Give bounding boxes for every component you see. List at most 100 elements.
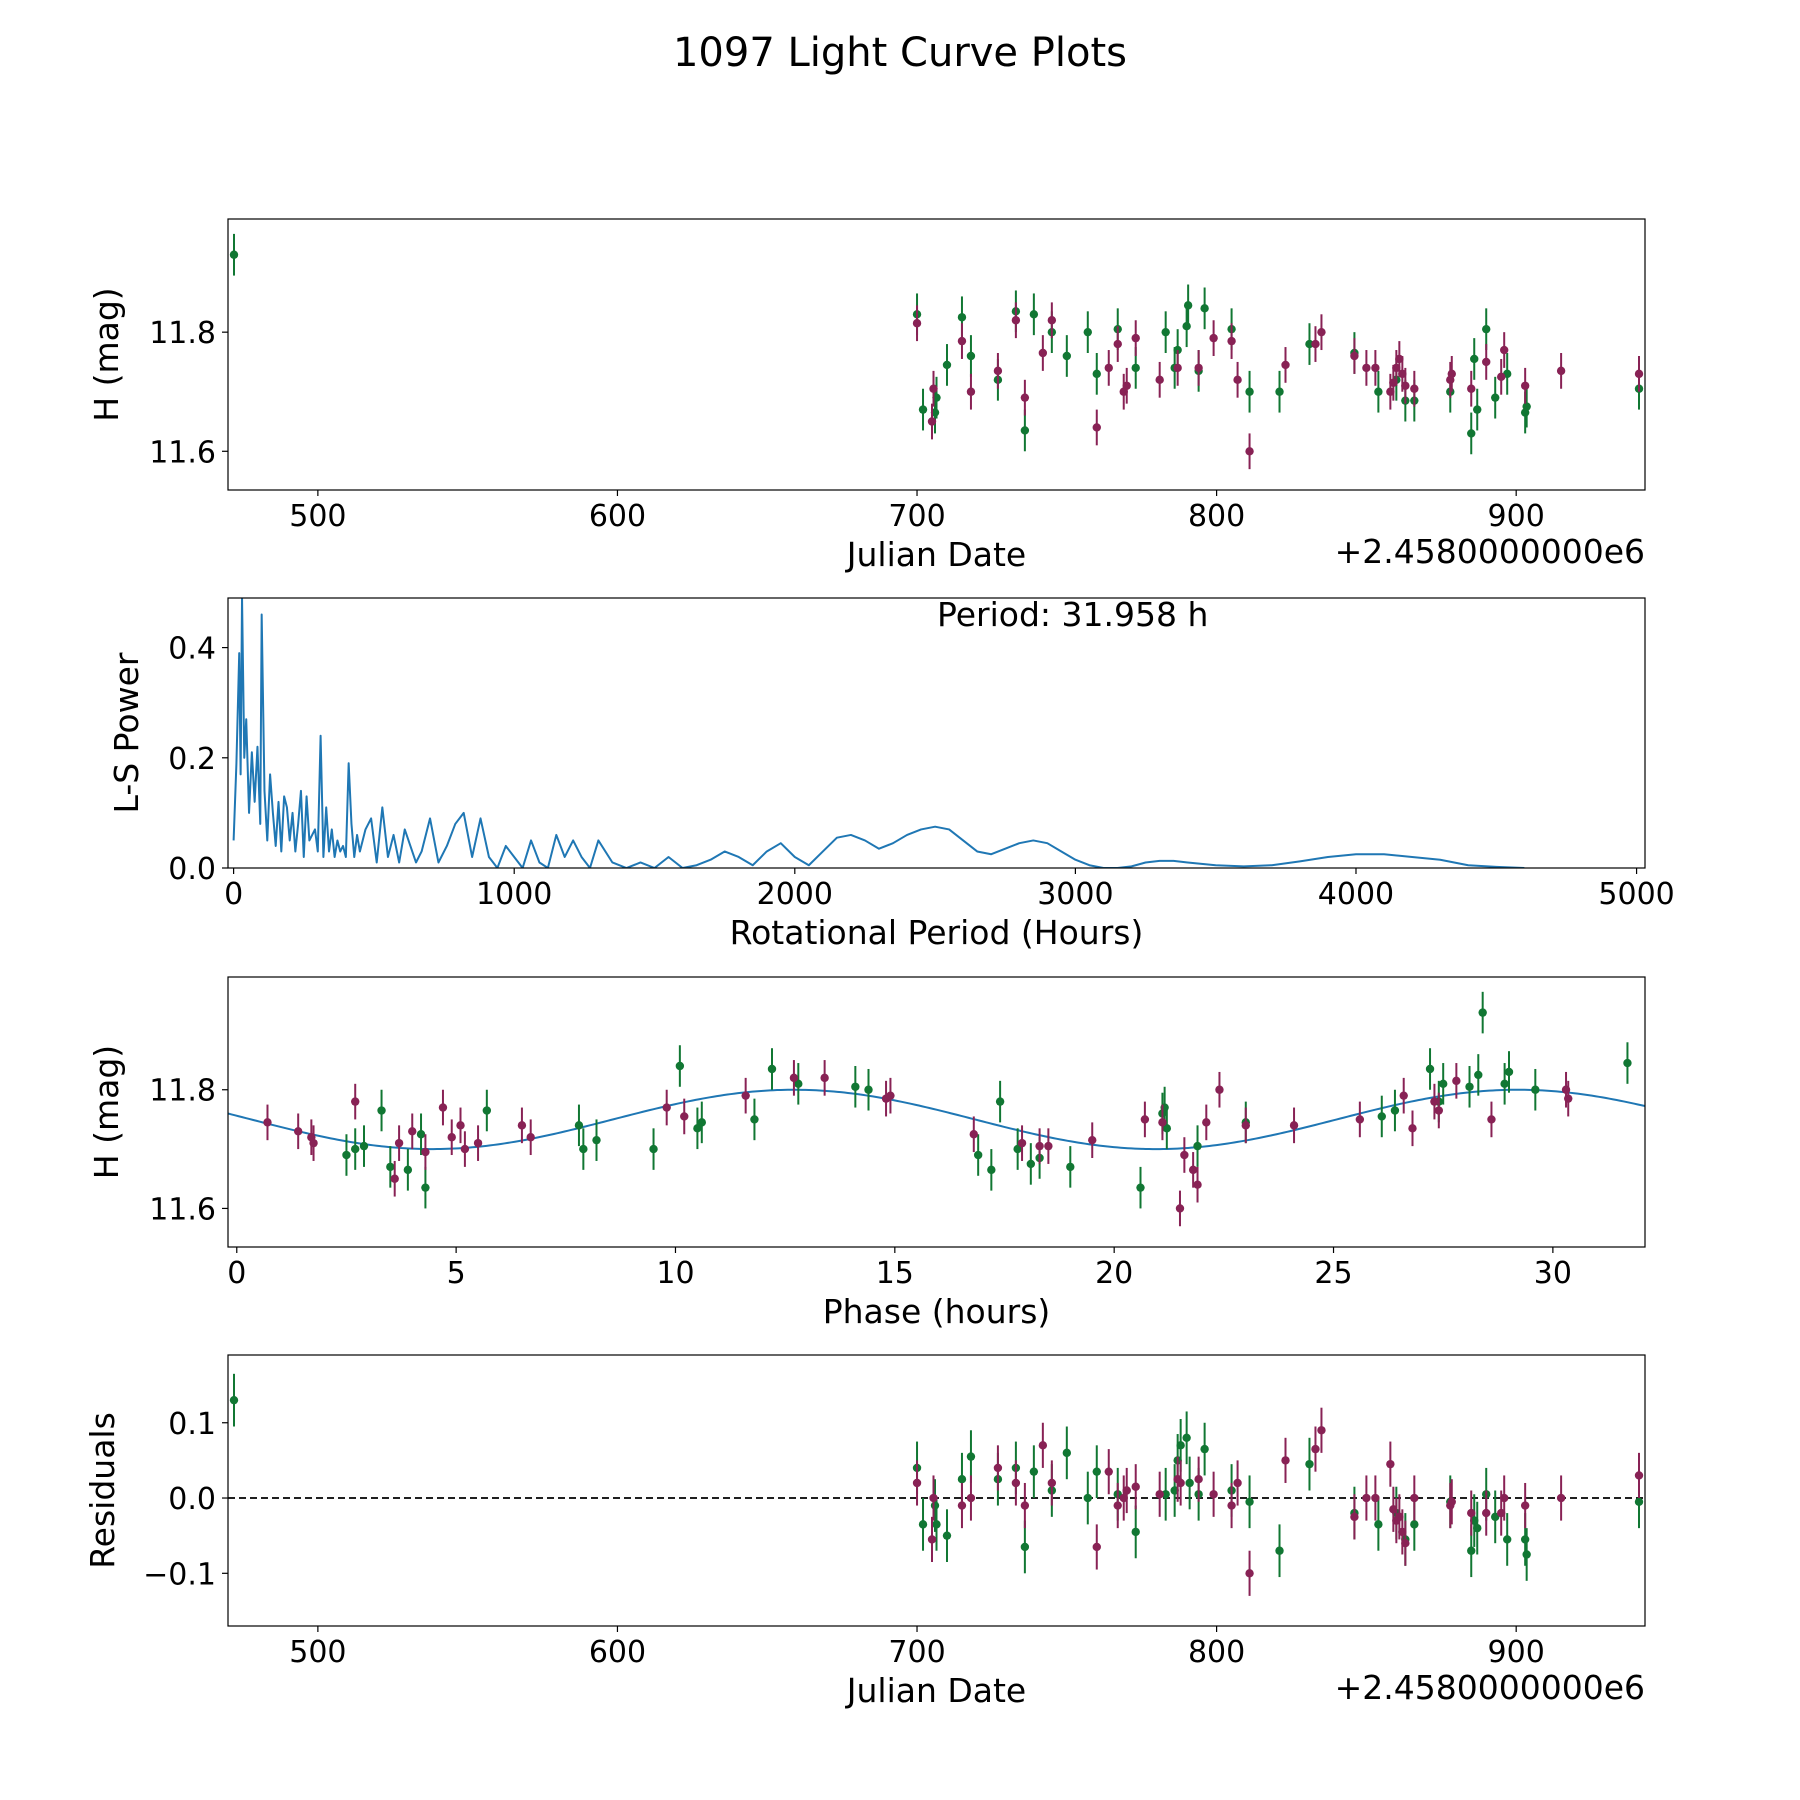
x-tick-label: 4000 [1318, 877, 1394, 912]
data-point [377, 1106, 386, 1115]
data-point [1083, 1493, 1092, 1503]
y-axis-label: Residuals [83, 1412, 122, 1569]
y-axis-label: L-S Power [107, 652, 146, 813]
data-point [1020, 426, 1030, 435]
data-point [912, 319, 922, 328]
data-point [1013, 1144, 1022, 1154]
data-point [456, 1121, 465, 1130]
data-point [675, 1061, 685, 1071]
data-point [1188, 1165, 1198, 1175]
data-point [1408, 1124, 1417, 1133]
data-point [1011, 316, 1021, 325]
data-point [1275, 1546, 1284, 1555]
data-point [1200, 304, 1209, 313]
data-point [351, 1097, 360, 1106]
data-point [1088, 1135, 1097, 1145]
data-point [1465, 1082, 1474, 1091]
data-point [741, 1091, 750, 1100]
data-point [482, 1106, 492, 1115]
axes-frame [227, 218, 1646, 491]
data-point [229, 1395, 239, 1405]
data-point [1520, 1501, 1530, 1510]
data-point [993, 366, 1003, 376]
data-point [359, 1141, 369, 1151]
data-point [1020, 1501, 1030, 1510]
data-point [1011, 1478, 1021, 1488]
data-point [1305, 1459, 1314, 1469]
data-point [1350, 351, 1359, 361]
data-point [1478, 1008, 1487, 1017]
data-point [1227, 1501, 1236, 1510]
x-offset-label: +2.4580000000e6 [1335, 1668, 1645, 1707]
data-point [697, 1118, 706, 1127]
data-point [1173, 363, 1182, 373]
series-series_b [912, 302, 1644, 470]
data-point [1482, 324, 1491, 334]
x-tick-label: 20 [1095, 1256, 1133, 1291]
data-point [342, 1150, 351, 1160]
data-point [1158, 1118, 1167, 1127]
data-point [1162, 1124, 1172, 1133]
data-point [1194, 1475, 1203, 1484]
data-point [526, 1133, 535, 1142]
data-point [649, 1144, 658, 1154]
data-point [662, 1103, 671, 1112]
figure-title: 1097 Light Curve Plots [673, 30, 1127, 76]
data-point [416, 1130, 426, 1139]
data-point [1531, 1085, 1540, 1094]
panel-phased: 0 5 10 15 20 25 30 11.6 11.8 Phase (hours) H (mag) [87, 976, 1646, 1331]
data-point [421, 1183, 430, 1192]
data-point [1491, 393, 1500, 402]
data-point [1430, 1097, 1439, 1106]
data-point [421, 1147, 430, 1157]
data-point [927, 1535, 937, 1544]
data-point [403, 1165, 413, 1175]
data-point [957, 1501, 967, 1510]
data-point [942, 1531, 952, 1540]
panel-residuals: 500 600 700 800 900 −0.1 0.0 0.1 Julian Date Resi… [83, 1354, 1646, 1710]
data-point [1194, 363, 1203, 373]
data-point [1245, 1569, 1254, 1578]
axes-frame [227, 1354, 1646, 1627]
data-point [1092, 1542, 1101, 1552]
plot-area [229, 233, 1644, 470]
data-point [1104, 1467, 1113, 1476]
y-tick-label: 0.2 [168, 742, 216, 777]
data-point [1362, 1493, 1371, 1503]
data-point [1062, 1448, 1072, 1458]
data-point [1131, 1527, 1140, 1537]
data-point [1305, 339, 1314, 349]
data-point [1401, 381, 1410, 390]
data-point [1092, 369, 1101, 379]
data-point [229, 250, 239, 259]
data-point [1499, 1493, 1509, 1503]
data-point [1311, 339, 1320, 349]
data-point [957, 336, 967, 346]
data-point [1410, 1493, 1419, 1503]
data-point [1401, 1538, 1410, 1548]
data-point [1092, 423, 1101, 432]
data-point [1447, 1497, 1456, 1506]
x-tick-label: 600 [589, 1635, 646, 1670]
x-tick-label: 30 [1534, 1256, 1572, 1291]
x-tick-label: 15 [876, 1256, 914, 1291]
data-point [886, 1091, 895, 1100]
data-point [1434, 1106, 1444, 1115]
data-point [820, 1073, 829, 1083]
data-point [789, 1073, 799, 1083]
data-point [1317, 327, 1326, 337]
y-axis-label: H (mag) [87, 287, 126, 421]
data-point [1047, 1478, 1057, 1488]
data-point [1634, 369, 1644, 379]
data-point [1183, 301, 1193, 310]
data-point [1473, 1523, 1482, 1533]
series-series_b [912, 1407, 1644, 1596]
data-point [1193, 1141, 1202, 1151]
data-point [1136, 1183, 1145, 1192]
data-point [1092, 1467, 1101, 1476]
data-point [1377, 1112, 1386, 1121]
data-point [1350, 1512, 1359, 1522]
x-tick-label: 500 [289, 499, 346, 534]
data-point [1180, 1150, 1189, 1160]
